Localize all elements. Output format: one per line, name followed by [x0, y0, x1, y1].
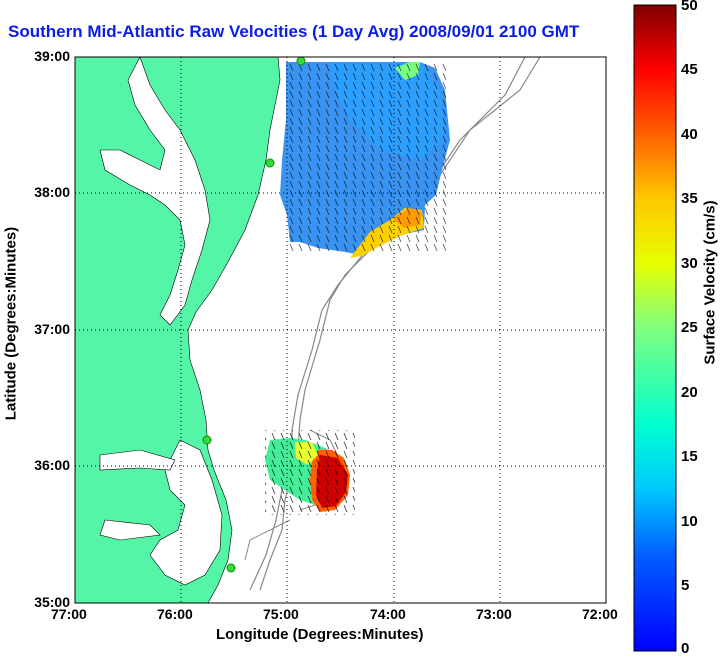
- colorbar-tick: 0: [681, 640, 690, 657]
- x-tick-label: 74:00: [370, 606, 406, 622]
- x-tick-label: 77:00: [51, 606, 87, 622]
- x-tick-label: 75:00: [263, 606, 299, 622]
- plot-frame: [74, 56, 607, 604]
- y-tick-label: 36:00: [34, 457, 70, 473]
- grid-lines: [75, 57, 606, 603]
- y-tick-label: 38:00: [34, 184, 70, 200]
- y-tick-label: 39:00: [34, 48, 70, 64]
- velocity-vectors-south: [265, 430, 355, 515]
- radar-station-marker: [265, 158, 275, 168]
- y-axis-label: Latitude (Degrees:Minutes): [2, 226, 20, 421]
- y-tick-label: 35:00: [34, 594, 70, 610]
- plot-title: Southern Mid-Atlantic Raw Velocities (1 …: [8, 22, 580, 41]
- colorbar-tick: 20: [681, 384, 698, 401]
- x-tick-label: 72:00: [582, 606, 618, 622]
- colorbar-tick: 25: [681, 319, 698, 336]
- chesapeake-bay: [99, 57, 211, 326]
- colorbar-label: Surface Velocity (cm/s): [701, 200, 719, 365]
- x-axis-label: Longitude (Degrees:Minutes): [216, 626, 424, 643]
- colorbar-tick: 40: [681, 126, 698, 143]
- radar-station-marker: [226, 563, 236, 573]
- river-inlet: [99, 449, 176, 471]
- colorbar-tick: 5: [681, 577, 690, 594]
- x-tick-label: 73:00: [476, 606, 512, 622]
- radar-station-marker: [202, 435, 212, 445]
- colorbar-tick: 30: [681, 255, 698, 272]
- radar-station-marker: [296, 57, 306, 66]
- pamlico-sound: [149, 439, 223, 586]
- colorbar-tick: 15: [681, 448, 698, 465]
- colorbar-tick: 45: [681, 61, 698, 78]
- colorbar-tick: 50: [681, 0, 698, 14]
- river-inlet: [99, 519, 161, 541]
- colorbar-tick: 10: [681, 513, 698, 530]
- colorbar-tick: 35: [681, 190, 698, 207]
- colorbar: [633, 4, 677, 652]
- x-tick-label: 76:00: [157, 606, 193, 622]
- velocity-vectors-north: [286, 62, 446, 252]
- y-tick-label: 37:00: [34, 321, 70, 337]
